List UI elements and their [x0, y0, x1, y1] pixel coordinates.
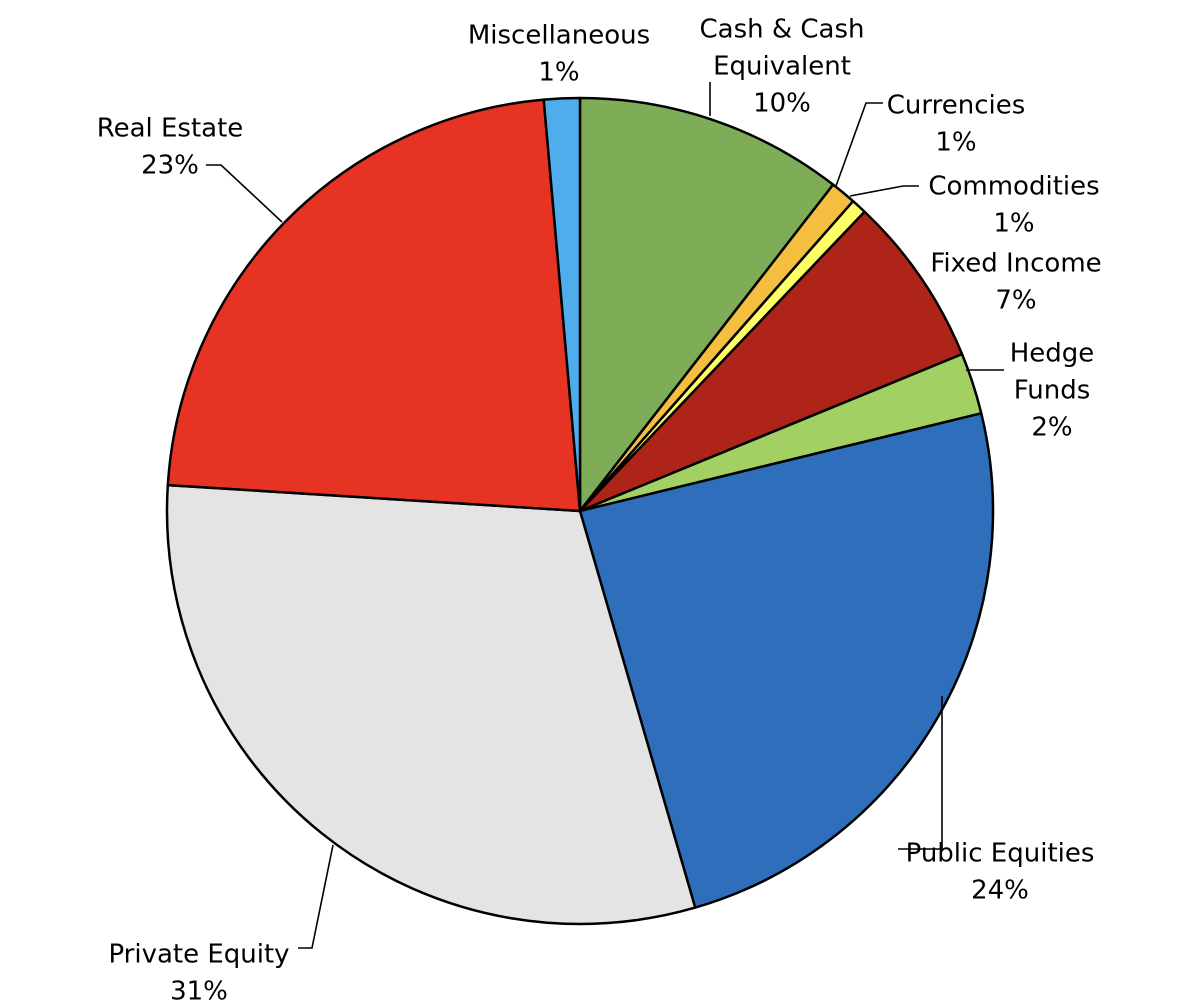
slice-percent-label: 1% [993, 209, 1034, 239]
slice-name-label: Equivalent [713, 52, 851, 82]
slice-label-real-estate: Real Estate 23% [97, 114, 244, 181]
slice-percent-label: 1% [935, 128, 976, 158]
slice-name-label: Commodities [928, 172, 1099, 202]
slice-label-commodities: Commodities 1% [928, 172, 1099, 239]
slice-name-label: Hedge [1010, 339, 1095, 369]
slice-percent-label: 23% [141, 151, 199, 181]
pie-slice-real-estate [166, 98, 582, 513]
leader-line-currencies [835, 102, 883, 187]
slice-label-currencies: Currencies 1% [887, 91, 1026, 158]
pie-slice-fixed-income [578, 210, 964, 513]
pie-slice-public-equities [578, 412, 995, 909]
slice-percent-label: 7% [995, 286, 1036, 316]
slice-name-label: Real Estate [97, 114, 244, 144]
leader-line-public-equities [898, 696, 943, 850]
slice-name-label: Miscellaneous [468, 21, 650, 51]
leader-line-commodities [849, 185, 919, 197]
pie-slices [165, 96, 995, 926]
slice-label-fixed-income: Fixed Income 7% [930, 249, 1101, 316]
pie-slice-cash-and-cash-equivalent [578, 96, 835, 513]
slice-percent-label: 10% [753, 89, 811, 119]
leader-line-private-equity [298, 844, 334, 949]
slice-label-private-equity: Private Equity 31% [108, 940, 289, 1002]
pie-slice-miscellaneous [542, 96, 582, 513]
slice-label-hedge-funds: Hedge Funds 2% [1010, 339, 1095, 443]
slice-percent-label: 1% [538, 58, 579, 88]
slice-label-cash-and-cash-equivalent: Cash & Cash Equivalent 10% [699, 15, 864, 119]
pie-slice-private-equity [165, 483, 697, 926]
slice-percent-label: 24% [971, 876, 1029, 906]
slice-label-public-equities: Public Equities 24% [906, 839, 1095, 906]
leader-lines [206, 82, 1004, 949]
slice-name-label: Public Equities [906, 839, 1095, 869]
slice-percent-label: 31% [170, 977, 228, 1002]
slice-percent-label: 2% [1031, 413, 1072, 443]
slice-name-label: Fixed Income [930, 249, 1101, 279]
slice-name-label: Funds [1014, 376, 1091, 406]
slice-name-label: Cash & Cash [699, 15, 864, 45]
slice-label-miscellaneous: Miscellaneous 1% [468, 21, 650, 88]
slice-name-label: Currencies [887, 91, 1026, 121]
leader-line-real-estate [206, 164, 283, 223]
slice-name-label: Private Equity [108, 940, 289, 970]
